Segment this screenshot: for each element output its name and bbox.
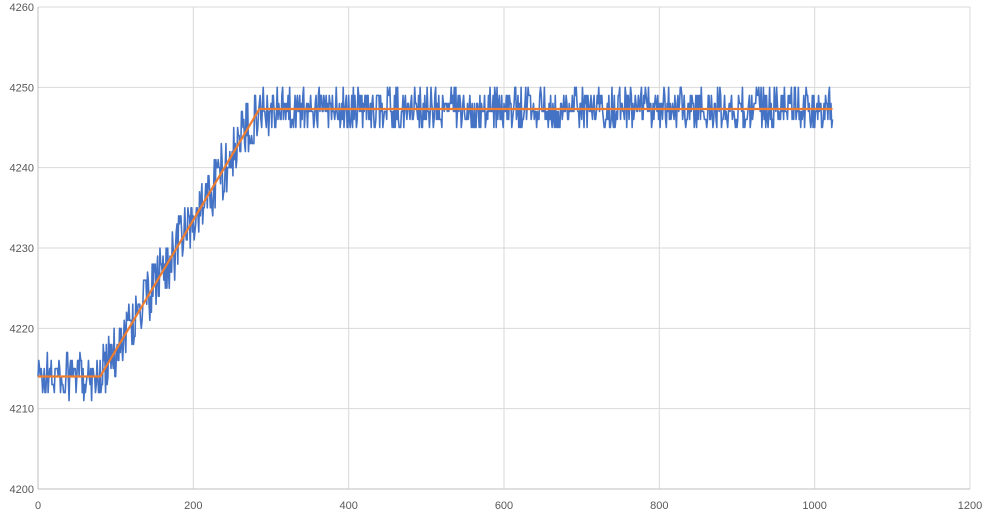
gridlines (38, 6, 971, 489)
x-tick-label: 800 (650, 500, 668, 512)
y-tick-label: 4200 (10, 484, 34, 496)
x-tick-label: 200 (184, 500, 202, 512)
x-tick-label: 400 (339, 500, 357, 512)
plot-area (37, 86, 834, 402)
axes (37, 7, 970, 490)
x-tick-label: 600 (495, 500, 513, 512)
x-tick-label: 0 (35, 500, 41, 512)
y-tick-label: 4240 (10, 163, 34, 175)
y-tick-label: 4230 (10, 243, 34, 255)
series-1-line (37, 86, 834, 402)
y-tick-label: 4210 (10, 404, 34, 416)
tick-labels: 4200 4210 4220 4230 4240 4250 4260 0 200 400 600 80… (10, 2, 983, 512)
x-tick-label: 1200 (958, 500, 982, 512)
y-tick-label: 4260 (10, 2, 34, 14)
series-2-line (38, 107, 833, 378)
x-tick-label: 1000 (802, 500, 826, 512)
y-tick-label: 4250 (10, 82, 34, 94)
y-tick-label: 4220 (10, 323, 34, 335)
